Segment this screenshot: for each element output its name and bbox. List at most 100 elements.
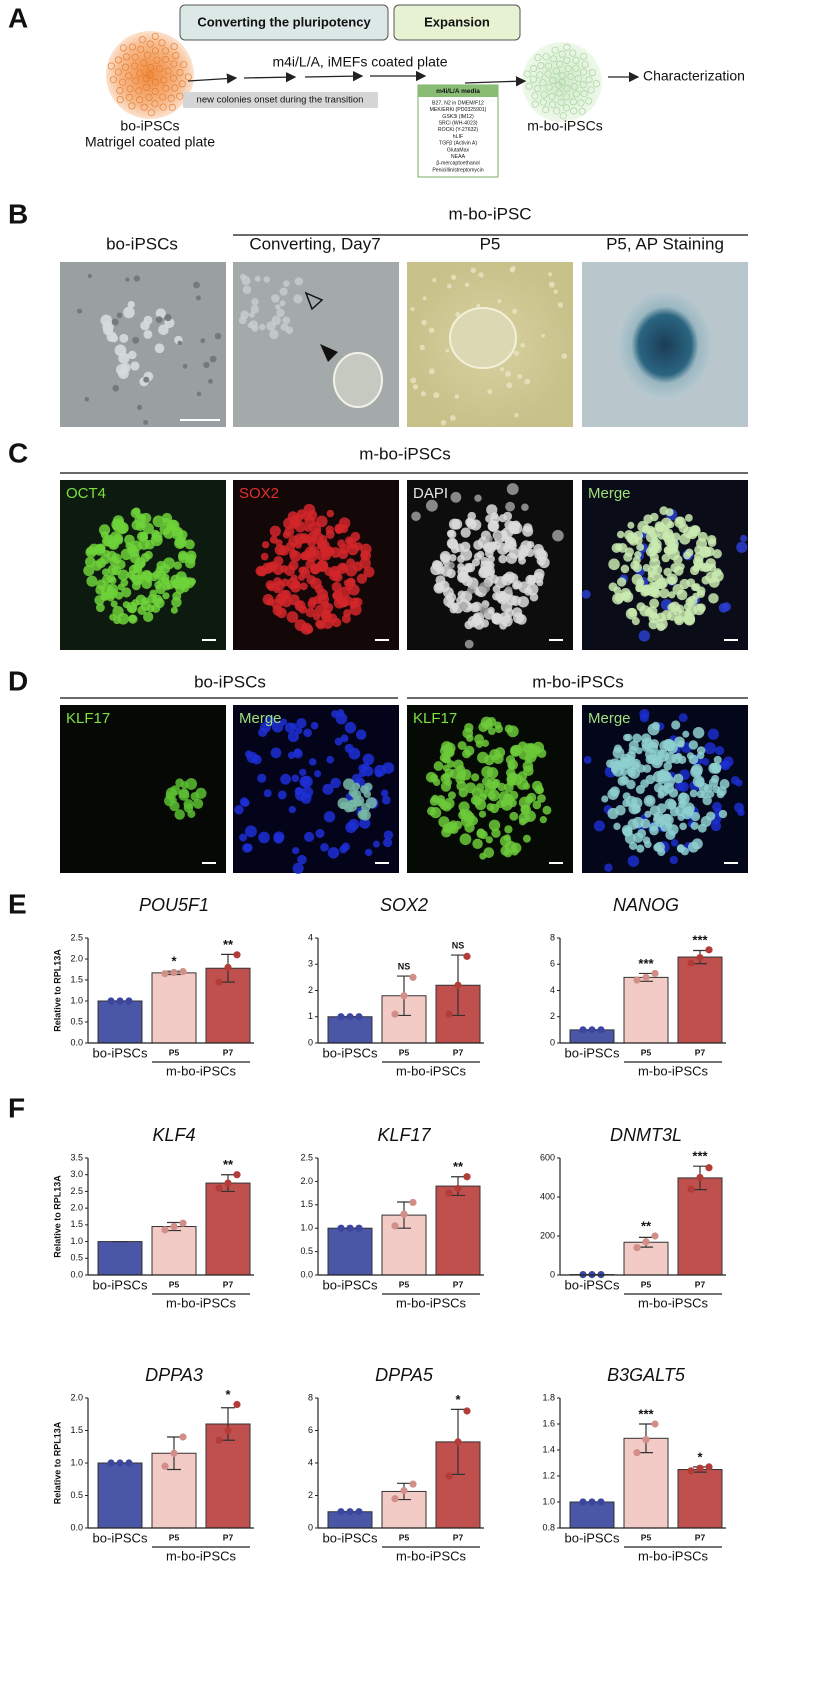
cell [574,74,582,82]
nucleus [111,565,122,576]
cell [570,107,578,115]
nucleus [422,296,427,301]
nucleus [273,556,284,566]
bar [435,1185,481,1276]
nucleus [656,612,666,623]
nucleus [293,294,303,304]
media-item: ROCKi (Y-27632) [438,127,478,133]
nucleus [696,751,705,760]
nucleus [308,758,317,766]
cell [162,84,170,92]
nucleus [627,855,640,867]
x-tick-label: bo-iPSCs [323,1045,378,1060]
data-point [642,1436,650,1444]
y-tick-label: 600 [540,1152,555,1162]
nucleus [446,760,455,768]
nucleus [518,544,530,556]
nucleus [636,602,646,612]
nucleus [182,364,188,369]
nucleus [430,807,442,819]
nucleus [447,538,459,550]
panel-label: E [8,888,27,919]
colony [617,290,713,400]
nucleus [621,824,633,836]
y-tick-label: 2.0 [70,1392,83,1402]
nucleus [639,713,649,723]
nucleus [649,822,658,832]
cell [539,98,547,106]
cell [151,100,159,108]
nucleus [459,833,472,846]
nucleus [656,622,666,632]
group-label: m-bo-iPSCs [638,1063,709,1078]
nucleus [490,514,500,524]
nucleus [247,322,254,329]
nucleus [628,746,637,755]
nucleus [509,746,520,757]
cell [585,76,593,84]
media-item: Penicillin/streptomycin [432,167,483,173]
nucleus [129,573,138,582]
nucleus [736,541,748,553]
nucleus [691,583,699,592]
nucleus [655,578,667,590]
nucleus [178,552,189,564]
nucleus [334,737,343,746]
cell [159,93,167,101]
x-tick-label: P5 [641,1279,652,1289]
nucleus [121,587,132,598]
nucleus [711,569,724,582]
nucleus [111,318,119,326]
nucleus [485,836,493,844]
nucleus [683,551,691,560]
nucleus [263,276,271,283]
cell [147,109,155,117]
nucleus [628,841,638,850]
nucleus [635,785,645,795]
significance: * [171,954,177,969]
panel-label: F [8,1092,25,1123]
nucleus [649,598,660,609]
nucleus [488,541,498,551]
nucleus [505,501,515,512]
bar [97,1000,143,1044]
nucleus [317,539,330,552]
cell [142,74,150,82]
y-tick-label: 4 [308,932,313,942]
nucleus [491,613,504,625]
nucleus [102,321,114,333]
nucleus [354,542,363,551]
nucleus [161,512,173,524]
nucleus [657,785,670,797]
data-point [116,1459,124,1467]
x-tick-label: P7 [695,1279,706,1289]
nucleus [499,367,505,372]
cell [542,53,550,61]
nucleus [478,722,489,733]
media-item: GSK3i (IM12) [442,114,474,120]
nucleus [521,503,529,512]
nucleus [297,573,305,582]
cell [178,80,186,88]
header: P5, AP Staining [606,234,724,253]
nucleus [114,591,123,600]
nucleus [125,277,130,282]
data-point [696,1464,704,1472]
nucleus [475,740,484,748]
data-point [346,1508,354,1516]
nucleus [132,336,140,344]
nucleus [518,796,531,809]
nucleus [715,746,725,756]
nucleus [608,582,618,592]
nucleus [308,597,317,606]
x-tick-label: P7 [695,1047,706,1057]
data-point [651,969,659,978]
nucleus [506,382,513,389]
data-point [597,1498,605,1506]
chart-title: SOX2 [380,895,428,915]
cell [578,107,586,115]
nucleus [324,567,334,576]
nucleus [140,512,152,524]
nucleus [360,785,369,794]
cell [533,84,541,92]
